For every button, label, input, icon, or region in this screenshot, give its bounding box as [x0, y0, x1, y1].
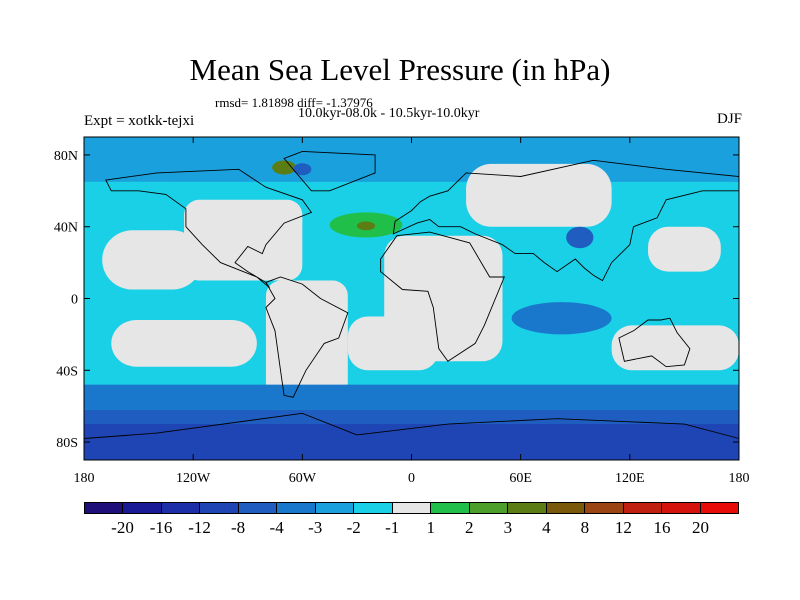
south-america-grey: [265, 280, 348, 398]
colorbar-box: [161, 503, 201, 513]
coastline-3: [392, 159, 740, 282]
x-tick-label: 180: [74, 471, 95, 486]
southern-ocean-mid: [84, 384, 739, 410]
colorbar-box: [508, 503, 547, 513]
colorbar-label: 12: [614, 518, 632, 537]
colorbar-label: 20: [691, 518, 709, 537]
colorbar-label: 8: [580, 518, 590, 537]
stats-text: rmsd= 1.81898 diff= -1.37976: [215, 95, 373, 110]
north-pacific-grey: [102, 230, 203, 290]
coastline-0: [105, 168, 313, 289]
colorbar-box: [700, 503, 738, 513]
experiment-label: Expt = xotkk-tejxi: [84, 113, 195, 129]
y-tick-label: 40N: [54, 221, 78, 236]
colorbar-box: [623, 503, 663, 513]
coastline-1: [265, 276, 349, 398]
colorbar-box: [85, 503, 124, 513]
colorbar-label: -1: [385, 518, 400, 537]
colorbar-label: 1: [426, 518, 436, 537]
colorbar-box: [392, 503, 432, 513]
colorbar-label: -20: [111, 518, 134, 537]
x-tick-label: 60E: [509, 471, 532, 486]
coastline-5: [283, 150, 376, 192]
colorbar-label: -16: [149, 518, 173, 537]
colorbar-box: [662, 503, 701, 513]
x-tick-label: 120E: [615, 471, 645, 486]
y-tick-label: 80S: [56, 436, 78, 451]
coastline-4: [618, 317, 691, 368]
colorbar-box: [238, 503, 278, 513]
colorbar-box: [585, 503, 624, 513]
colorbar-label: -3: [308, 518, 323, 537]
colorbar-label: -2: [346, 518, 361, 537]
x-tick-label: 120W: [176, 471, 211, 486]
arctic-band: [84, 137, 739, 182]
colorbar-box: [469, 503, 509, 513]
colorbar-box: [546, 503, 586, 513]
region-north-atlantic-core: [356, 221, 376, 231]
chart-title: Mean Sea Level Pressure (in hPa): [189, 52, 611, 87]
x-tick-label: 180: [729, 471, 750, 486]
y-tick-label: 80N: [54, 149, 78, 164]
australia-grey: [611, 325, 739, 371]
coastline-6: [83, 412, 740, 439]
greenland-patch-east: [293, 163, 312, 176]
asia-grey: [466, 163, 612, 227]
colorbar-box: [277, 503, 316, 513]
america-grey: [184, 199, 303, 281]
colorbar-label: -12: [188, 518, 211, 537]
region-east-asia-low: [566, 226, 594, 249]
south-pacific-grey: [111, 320, 257, 367]
x-tick-label: 60W: [289, 471, 317, 486]
colorbar-box: [123, 503, 162, 513]
greenland-patch-west: [272, 160, 297, 175]
pacific-grey: [648, 226, 721, 272]
colorbar-label: 4: [542, 518, 551, 537]
colorbar-box: [200, 503, 239, 513]
colorbar: [84, 502, 739, 514]
period-text: 10.0kyr-08.0k - 10.5kyr-10.0kyr: [298, 106, 480, 121]
colorbar-box: [315, 503, 355, 513]
colorbar-box: [354, 503, 393, 513]
season-label: DJF: [716, 111, 742, 127]
colorbar-label: -8: [231, 518, 246, 537]
colorbar-label: 3: [503, 518, 513, 537]
y-tick-label: 0: [71, 293, 78, 308]
africa-grey: [384, 235, 503, 362]
y-tick-label: 40S: [56, 364, 78, 379]
colorbar-label: -4: [269, 518, 284, 537]
north-pacific-cyan: [84, 181, 175, 227]
x-tick-label: 0: [408, 471, 415, 486]
colorbar-label: 2: [465, 518, 474, 537]
region-tropical-indian-ocean: [511, 302, 612, 335]
coastline-2: [380, 231, 505, 362]
colorbar-label: 16: [653, 518, 671, 537]
colorbar-box: [431, 503, 470, 513]
